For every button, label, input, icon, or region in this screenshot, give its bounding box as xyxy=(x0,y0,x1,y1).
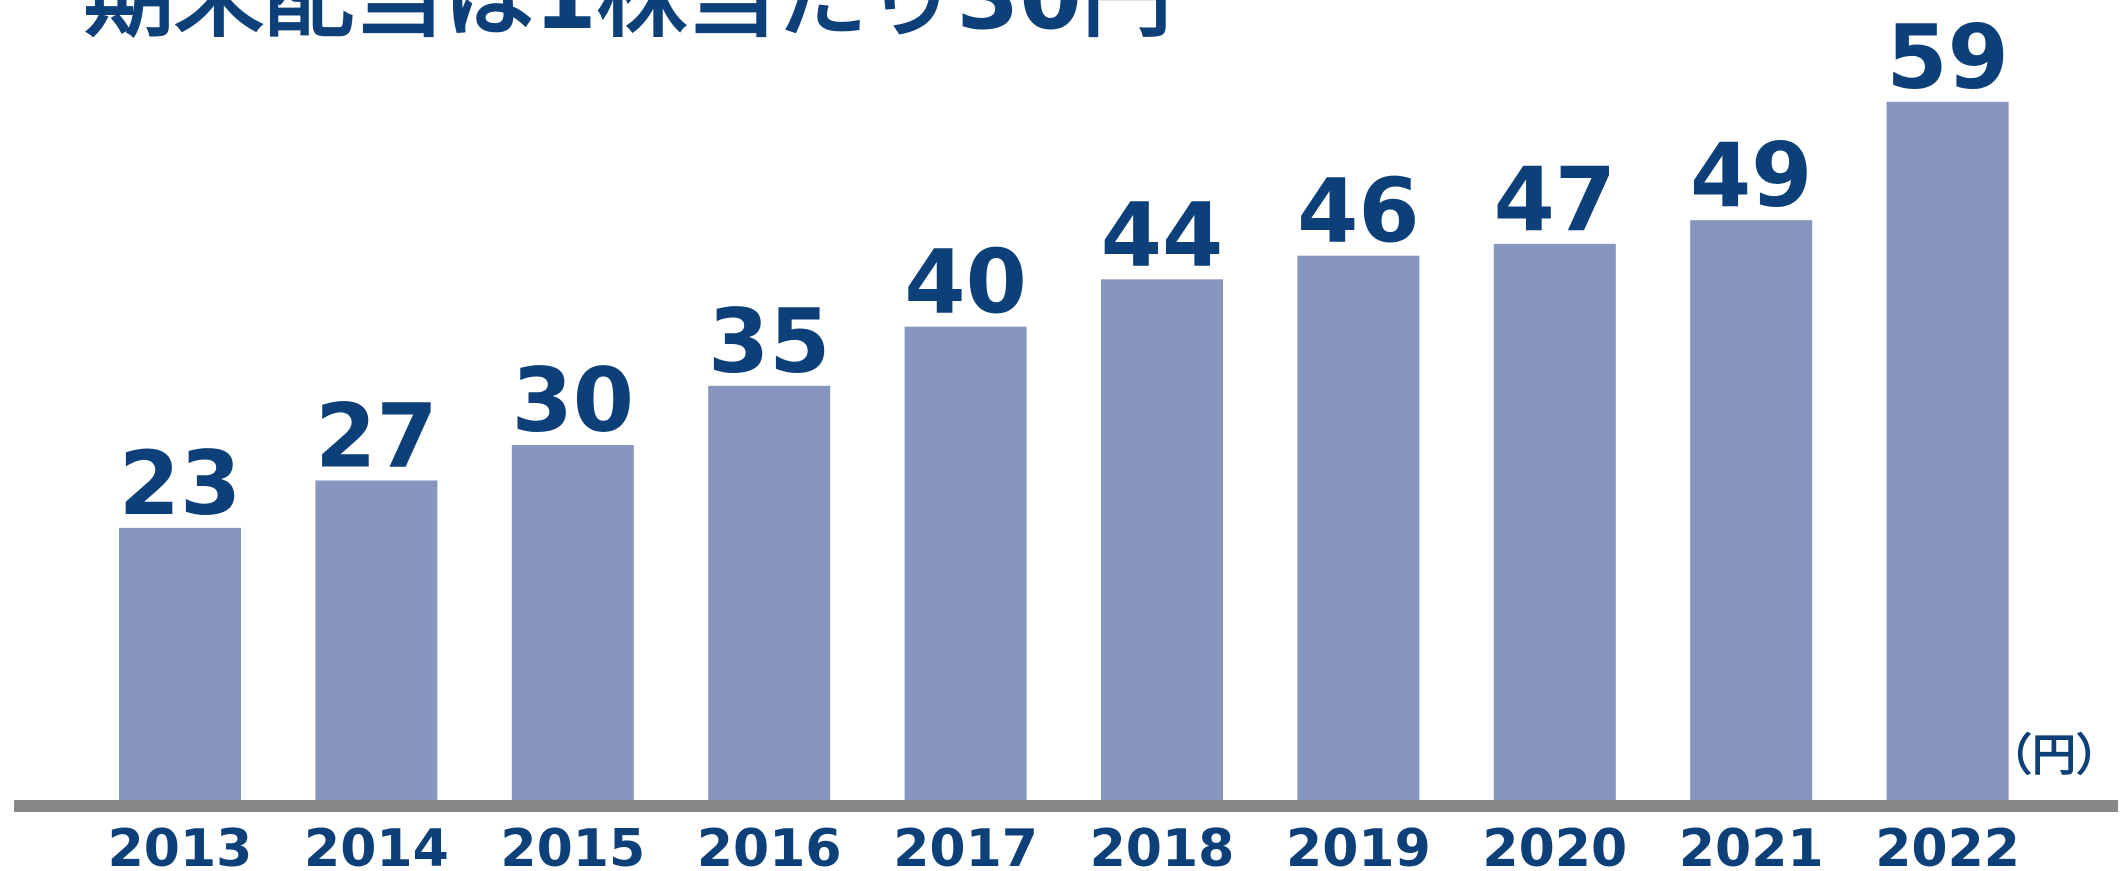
bar xyxy=(1493,243,1616,801)
value-label: 47 xyxy=(1494,148,1616,251)
bar xyxy=(315,480,438,800)
x-tick-label: 2013 xyxy=(108,819,253,871)
value-label: 30 xyxy=(512,349,634,452)
value-label: 49 xyxy=(1690,124,1812,227)
x-tick-label: 2015 xyxy=(500,819,645,871)
bar xyxy=(119,527,241,800)
x-tick-label: 2020 xyxy=(1482,819,1627,871)
x-tick-label: 2021 xyxy=(1679,819,1824,871)
x-tick-label: 2018 xyxy=(1090,819,1235,871)
value-label: 40 xyxy=(904,231,1026,334)
value-label: 27 xyxy=(315,385,437,488)
x-tick-label: 2014 xyxy=(304,819,449,871)
bar xyxy=(1690,220,1813,800)
value-label: 44 xyxy=(1101,183,1223,286)
bar xyxy=(708,385,831,800)
value-label: 59 xyxy=(1886,6,2008,109)
x-tick-label: 2019 xyxy=(1286,819,1431,871)
unit-label: （円） xyxy=(1988,730,2120,781)
bar xyxy=(511,445,634,800)
value-label: 46 xyxy=(1297,160,1419,263)
chart-title: 期末配当は1株当たり30円 xyxy=(84,0,1172,50)
value-label: 23 xyxy=(119,432,241,535)
bar xyxy=(1297,255,1420,800)
bar xyxy=(904,326,1027,800)
x-tick-label: 2016 xyxy=(697,819,842,871)
bar xyxy=(1886,101,2009,801)
x-tick-label: 2017 xyxy=(893,819,1038,871)
bar xyxy=(1101,279,1223,800)
x-tick-label: 2022 xyxy=(1875,819,2020,871)
value-label: 35 xyxy=(708,290,830,393)
